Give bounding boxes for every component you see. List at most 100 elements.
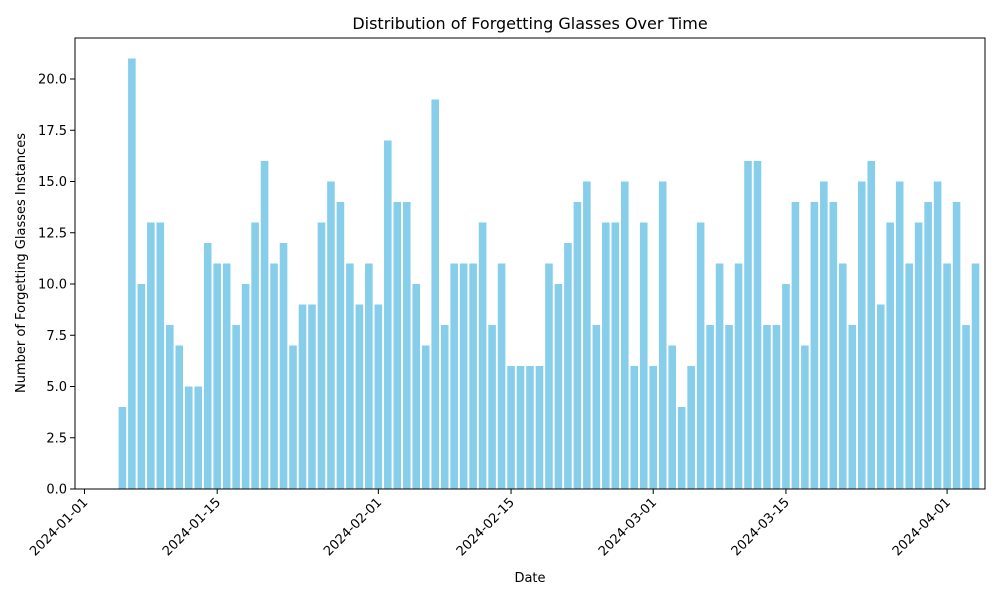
y-axis-label: Number of Forgetting Glasses Instances [14,133,29,393]
bar-2024-01-17 [232,325,240,489]
chart-title: Distribution of Forgetting Glasses Over … [352,14,707,33]
bar-2024-01-12 [184,386,193,489]
bar-2024-02-01 [374,304,383,489]
x-tick-label: 2024-01-15 [160,495,224,559]
bar-2024-03-24 [867,161,876,489]
bar-2024-03-31 [933,181,942,489]
bar-2024-03-25 [876,304,885,489]
bar-2024-03-05 [687,366,695,489]
y-tick-label: 12.5 [38,226,67,241]
bar-2024-01-09 [156,222,165,489]
bar-2024-01-07 [137,284,146,489]
bar-2024-03-30 [924,202,932,489]
bar-2024-01-22 [279,243,288,489]
bar-2024-03-14 [772,325,781,489]
bar-2024-03-08 [715,263,724,489]
bar-2024-02-24 [592,325,601,489]
y-tick-label: 15.0 [38,175,67,190]
bar-2024-01-10 [166,325,174,489]
bar-2024-03-29 [914,222,923,489]
bar-2024-03-09 [725,325,733,489]
bar-2024-02-05 [412,284,421,489]
bar-2024-01-16 [222,263,231,489]
bar-2024-03-26 [886,222,894,489]
bar-2024-03-23 [857,181,866,489]
bar-2024-02-08 [440,325,449,489]
bar-2024-02-09 [450,263,458,489]
x-tick-label: 2024-01-01 [27,495,91,559]
bar-2024-03-11 [744,161,752,489]
bar-2024-03-12 [753,161,762,489]
bar-2024-01-29 [346,263,354,489]
bar-2024-03-20 [829,202,838,489]
bar-2024-02-21 [564,243,572,489]
bar-2024-03-18 [810,202,819,489]
x-tick-label: 2024-04-01 [890,495,954,559]
bar-2024-03-19 [820,181,828,489]
bar-2024-04-01 [943,263,951,489]
bar-2024-02-04 [402,202,411,489]
bar-2024-03-10 [734,263,743,489]
x-tick-label: 2024-02-15 [454,495,518,559]
bar-2024-02-28 [630,366,639,489]
bar-2024-04-02 [952,202,961,489]
bar-2024-01-13 [194,386,203,489]
bar-2024-01-27 [327,181,335,489]
bar-2024-01-15 [213,263,221,489]
bar-2024-02-22 [573,202,582,489]
bar-2024-03-27 [895,181,904,489]
bar-2024-04-04 [971,263,980,489]
bar-2024-02-17 [526,366,534,489]
bar-2024-01-11 [175,345,184,489]
bar-2024-03-06 [696,222,705,489]
bar-2024-03-03 [668,345,676,489]
x-axis-ticks: 2024-01-01 2024-01-15 2024-02-01 2024-02-15… [27,489,954,559]
x-tick-label: 2024-02-01 [321,495,385,559]
bars-group [118,58,980,489]
y-tick-label: 20.0 [38,73,67,88]
y-tick-label: 7.5 [46,329,67,344]
plot-frame [74,37,986,490]
bar-2024-02-03 [393,202,402,489]
bar-2024-02-19 [545,263,553,489]
bar-2024-03-01 [649,366,658,489]
y-tick-label: 2.5 [46,431,67,446]
bar-2024-02-13 [488,325,496,489]
bar-2024-02-02 [384,140,392,489]
bar-2024-03-15 [782,284,790,489]
bar-2024-02-25 [602,222,610,489]
bar-2024-03-22 [848,325,857,489]
y-axis-ticks: 0.0 2.5 5.0 7.5 10.0 12.5 15.0 17.5 20.0 [38,73,75,498]
bar-2024-01-20 [260,161,269,489]
bar-2024-01-25 [308,304,316,489]
bar-2024-02-27 [621,181,629,489]
x-tick-label: 2024-03-15 [729,495,793,559]
y-tick-label: 0.0 [46,483,67,498]
bar-2024-01-06 [128,58,136,489]
bar-2024-02-10 [459,263,468,489]
y-tick-label: 5.0 [46,380,67,395]
x-tick-label: 2024-03-01 [596,495,660,559]
bar-2024-02-23 [583,181,591,489]
bar-2024-02-29 [639,222,648,489]
bar-2024-01-31 [365,263,373,489]
bar-2024-03-21 [839,263,847,489]
bar-2024-03-02 [658,181,667,489]
bar-2024-01-24 [298,304,307,489]
bar-2024-01-08 [147,222,155,489]
bar-2024-01-21 [270,263,278,489]
bar-2024-03-17 [801,345,809,489]
bar-2024-02-12 [478,222,487,489]
bar-2024-03-16 [791,202,800,489]
bar-2024-01-18 [241,284,250,489]
bar-2024-02-15 [507,366,515,489]
bar-2024-02-11 [469,263,477,489]
bar-2024-02-16 [516,366,525,489]
bar-2024-03-07 [706,325,714,489]
bar-2024-03-13 [763,325,771,489]
bar-2024-01-19 [251,222,259,489]
bar-2024-01-26 [317,222,326,489]
y-tick-label: 17.5 [38,124,67,139]
bar-2024-02-07 [431,99,439,489]
